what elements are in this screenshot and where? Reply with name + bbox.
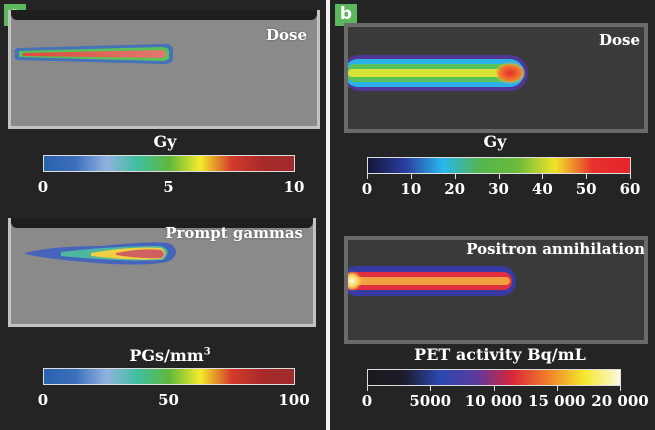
- colorbar-tick-mark: [542, 174, 544, 179]
- colorbar-tick-mark: [430, 386, 432, 391]
- colorbar-title-dose-b: Gy: [483, 132, 507, 151]
- colorbar-tick-mark: [556, 386, 558, 391]
- colorbar-title-prompt-gamma: PGs/mm3: [110, 346, 230, 365]
- colorbar-tick-label: 0: [361, 180, 373, 198]
- positron-beam: [348, 266, 516, 296]
- colorbar-tick-mark: [620, 386, 621, 391]
- panel-divider: [326, 0, 330, 430]
- panel-b-tag: b: [335, 4, 357, 26]
- colorbar-dose-a: [43, 155, 295, 172]
- panel-b-positron-image: Positron annihilation: [344, 236, 648, 344]
- colorbar-tick-label: 30: [488, 180, 509, 198]
- colorbar-unit: PGs/mm: [129, 346, 204, 365]
- colorbar-tick-label: 50: [158, 391, 179, 409]
- colorbar-tick-label: 50: [575, 180, 597, 198]
- colorbar-tick-label: 0: [37, 391, 49, 409]
- dose-beam-a: [14, 43, 174, 65]
- colorbar-tick-label: 15 000: [528, 392, 586, 410]
- colorbar-dose-b: [367, 157, 631, 174]
- colorbar-title-pet: PET activity Bq/mL: [414, 345, 586, 364]
- colorbar-tick-mark: [586, 174, 588, 179]
- panel-a-dose-image: Dose: [8, 10, 320, 129]
- colorbar-title-dose-a: Gy: [153, 132, 177, 151]
- colorbar-tick-label: 5: [163, 178, 174, 196]
- dose-label-a: Dose: [265, 26, 307, 44]
- colorbar-tick-mark: [493, 386, 495, 391]
- colorbar-tick-label: 100: [278, 391, 310, 409]
- colorbar-tick-mark: [367, 174, 368, 179]
- dose-beam-b: [348, 55, 528, 91]
- colorbar-tick-mark: [410, 174, 412, 179]
- colorbar-tick-label: 10: [400, 180, 422, 198]
- colorbar-tick-label: 0: [37, 178, 49, 196]
- colorbar-tick-mark: [498, 174, 500, 179]
- dose-label-b: Dose: [598, 31, 640, 49]
- colorbar-tick-label: 10 000: [464, 392, 523, 410]
- colorbar-tick-label: 10: [283, 178, 305, 196]
- colorbar-tick-label: 20: [444, 180, 466, 198]
- prompt-gamma-beam: [25, 242, 176, 265]
- panel-a-prompt-gamma-image: Prompt gammas: [8, 218, 316, 327]
- colorbar-tick-label: 5000: [409, 392, 452, 410]
- colorbar-prompt-gamma: [43, 368, 295, 385]
- panel-b-dose-image: Dose: [344, 23, 648, 133]
- colorbar-tick-label: 20 000: [591, 392, 649, 410]
- colorbar-tick-mark: [630, 174, 631, 179]
- colorbar-tick-mark: [367, 386, 368, 391]
- colorbar-pet: [367, 369, 621, 386]
- colorbar-tick-mark: [454, 174, 456, 179]
- prompt-gamma-label: Prompt gammas: [165, 224, 303, 242]
- colorbar-tick-label: 60: [619, 180, 641, 198]
- colorbar-unit-exponent: 3: [203, 346, 211, 358]
- positron-label: Positron annihilation: [466, 240, 645, 258]
- colorbar-tick-label: 0: [361, 392, 373, 410]
- colorbar-tick-label: 40: [531, 180, 553, 198]
